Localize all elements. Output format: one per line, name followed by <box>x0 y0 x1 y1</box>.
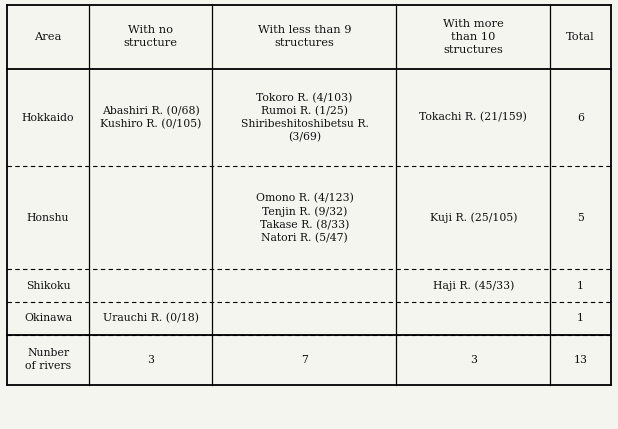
Text: Haji R. (45/33): Haji R. (45/33) <box>433 281 514 291</box>
Text: 13: 13 <box>574 355 588 365</box>
Text: 1: 1 <box>577 313 584 323</box>
Text: 7: 7 <box>301 355 308 365</box>
Text: 6: 6 <box>577 112 584 123</box>
Text: Total: Total <box>566 32 595 42</box>
Text: Tokachi R. (21/159): Tokachi R. (21/159) <box>420 112 527 123</box>
Text: With more
than 10
structures: With more than 10 structures <box>443 19 504 54</box>
Text: 3: 3 <box>470 355 477 365</box>
Text: Kuji R. (25/105): Kuji R. (25/105) <box>430 213 517 223</box>
Text: Nunber
of rivers: Nunber of rivers <box>25 348 71 371</box>
Text: With less than 9
structures: With less than 9 structures <box>258 25 351 48</box>
Text: Honshu: Honshu <box>27 213 69 223</box>
Text: 5: 5 <box>577 213 584 223</box>
Text: Shikoku: Shikoku <box>26 281 70 291</box>
Text: Area: Area <box>35 32 62 42</box>
Text: Okinawa: Okinawa <box>24 313 72 323</box>
Text: Hokkaido: Hokkaido <box>22 112 74 123</box>
Text: Omono R. (4/123)
Tenjin R. (9/32)
Takase R. (8/33)
Natori R. (5/47): Omono R. (4/123) Tenjin R. (9/32) Takase… <box>255 193 353 243</box>
Text: 1: 1 <box>577 281 584 291</box>
Text: Abashiri R. (0/68)
Kushiro R. (0/105): Abashiri R. (0/68) Kushiro R. (0/105) <box>100 106 201 129</box>
Text: Urauchi R. (0/18): Urauchi R. (0/18) <box>103 313 198 323</box>
Text: Tokoro R. (4/103)
Rumoi R. (1/25)
Shiribeshitoshibetsu R.
(3/69): Tokoro R. (4/103) Rumoi R. (1/25) Shirib… <box>240 93 368 142</box>
Text: 3: 3 <box>147 355 154 365</box>
Text: With no
structure: With no structure <box>124 25 177 48</box>
